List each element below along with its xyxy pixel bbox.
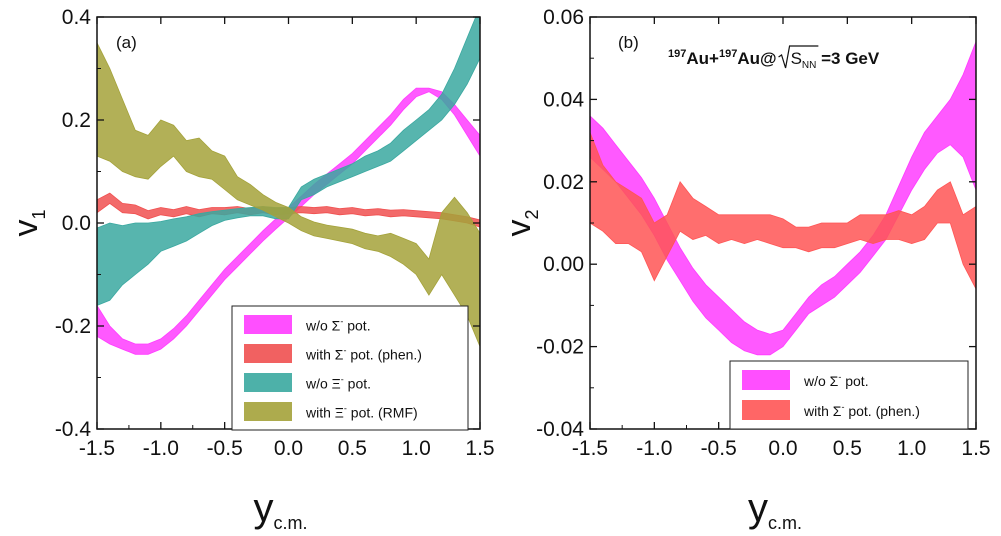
legend-label-0: w/o Σ- pot. (305, 317, 371, 334)
legend-label-1: with Σ- pot. (phen.) (305, 346, 422, 363)
x-tick-label: 1.0 (402, 437, 431, 460)
y-axis-title: v2 (500, 209, 542, 236)
legend: w/o Σ- pot. with Σ- pot. (phen.) (729, 360, 969, 430)
y-tick-label: -0.04 (536, 418, 584, 441)
band-series-0 (97, 87, 480, 355)
y-tick-label: -0.2 (55, 315, 91, 338)
legend-label-2: w/o Ξ- pot. (305, 375, 371, 392)
panel-a: -1.5 -1.0 -0.5 0.0 0.5 1.0 1.5 -0.4 -0.2 0.0 0.2 0.… (7, 6, 495, 533)
y-tick-label: -0.4 (55, 418, 92, 441)
y-tick-label: -0.02 (536, 336, 584, 359)
x-tick-label: -1.0 (143, 437, 179, 460)
legend-swatch-1 (742, 400, 790, 420)
x-tick-label: 1.5 (961, 437, 990, 460)
y-tick-label: 0.06 (543, 6, 584, 29)
y-axis-title: v1 (7, 209, 49, 236)
panel-label: (a) (116, 33, 137, 52)
y-tick-label: 0.02 (543, 171, 584, 194)
x-axis-title: yc.m. (748, 486, 802, 533)
legend: w/o Σ- pot. with Σ- pot. (phen.) w/o Ξ- po… (231, 305, 469, 431)
x-tick-label: 0.0 (768, 437, 797, 460)
band-series-1 (590, 132, 976, 290)
bands (97, 17, 480, 355)
legend-swatch-0 (742, 370, 790, 390)
panel-label: (b) (618, 33, 639, 52)
x-tick-label: -0.5 (207, 437, 243, 460)
legend-label-3: with Ξ- pot. (RMF) (305, 404, 418, 421)
annotation-collision-system: 197Au+197Au@ SNN =3 GeV (668, 48, 880, 71)
legend-label-1: with Σ- pot. (phen.) (803, 402, 920, 419)
bands (590, 41, 976, 356)
legend-label-0: w/o Σ- pot. (803, 372, 869, 389)
panel-b: -1.5 -1.0 -0.5 0.0 0.5 1.0 1.5 -0.04 -0.02 0.00 0.… (500, 6, 991, 533)
y-tick-label: 0.04 (543, 88, 584, 111)
y-tick-label: 0.2 (62, 109, 91, 132)
x-tick-label: -1.5 (79, 437, 115, 460)
band-series-0 (590, 41, 976, 356)
y-tick-label: 0.4 (62, 6, 92, 29)
y-tick-label: 0.00 (543, 253, 584, 276)
sqrt-radical (778, 45, 819, 69)
x-tick-label: 1.0 (897, 437, 926, 460)
band-series-3 (97, 42, 480, 347)
x-tick-label: 0.5 (833, 437, 862, 460)
legend-swatch-3 (244, 402, 292, 421)
legend-swatch-1 (244, 344, 292, 363)
x-tick-label: 0.0 (274, 437, 303, 460)
x-tick-label: 1.5 (465, 437, 494, 460)
legend-swatch-2 (244, 373, 292, 392)
x-tick-label: -0.5 (701, 437, 737, 460)
y-tick-label: 0.0 (62, 212, 91, 235)
legend-swatch-0 (244, 315, 292, 334)
x-tick-label: 0.5 (338, 437, 367, 460)
band-series-2 (97, 17, 480, 306)
x-tick-label: -1.0 (636, 437, 672, 460)
x-tick-label: -1.5 (572, 437, 608, 460)
x-axis-title: yc.m. (254, 486, 308, 533)
